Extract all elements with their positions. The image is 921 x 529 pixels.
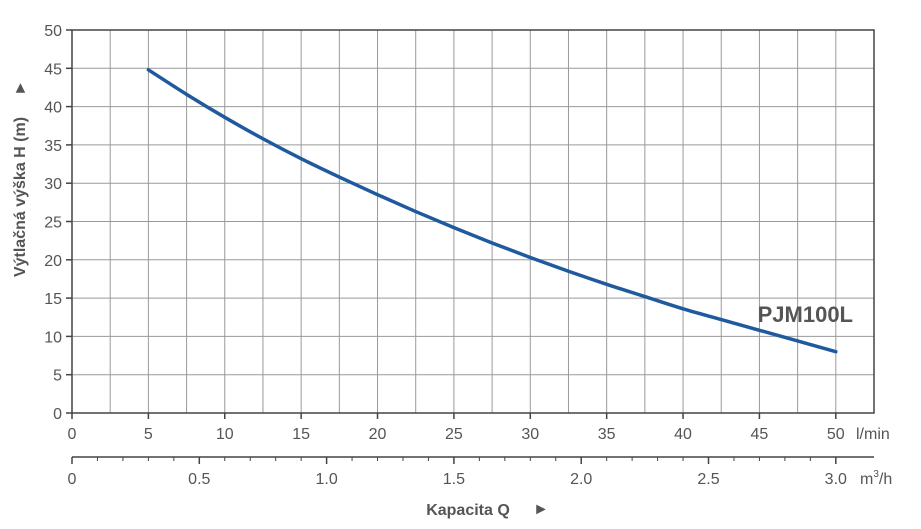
x-axis-title: Kapacita Q ► bbox=[426, 501, 549, 519]
secondary-x-axis: 0 0.5 1.0 1.5 2.0 2.5 3.0 bbox=[68, 456, 874, 488]
x-axis-unit: l/min bbox=[856, 426, 890, 443]
y-tick-label: 15 bbox=[44, 291, 62, 308]
secondary-x-tick-label: 0.5 bbox=[188, 471, 210, 488]
x-tick-label: 40 bbox=[674, 426, 692, 443]
y-tick-label: 30 bbox=[44, 176, 62, 193]
x-tick-label: 50 bbox=[827, 426, 845, 443]
grid bbox=[72, 30, 874, 413]
x-tick-label: 5 bbox=[144, 426, 153, 443]
series-line bbox=[146, 68, 838, 354]
y-axis-title: Výtlačná výška H (m) ► bbox=[12, 80, 29, 277]
y-tick-label: 50 bbox=[44, 23, 62, 40]
secondary-x-tick-label: 1.0 bbox=[315, 471, 337, 488]
x-tick-label: 15 bbox=[292, 426, 310, 443]
y-tick-label: 20 bbox=[44, 253, 62, 270]
x-axis-ticks: 0 5 10 15 20 25 30 35 40 45 50 bbox=[68, 413, 845, 443]
y-tick-label: 25 bbox=[44, 215, 62, 232]
secondary-x-tick-label: 2.5 bbox=[697, 471, 719, 488]
series-layer bbox=[146, 68, 838, 354]
x-tick-label: 10 bbox=[216, 426, 234, 443]
y-axis-title-text: Výtlačná výška H (m) bbox=[12, 117, 29, 277]
x-tick-label: 0 bbox=[68, 426, 77, 443]
x-tick-label: 30 bbox=[521, 426, 539, 443]
secondary-x-tick-label: 1.5 bbox=[443, 471, 465, 488]
y-tick-label: 0 bbox=[53, 406, 62, 423]
x-axis-title-text: Kapacita Q bbox=[426, 502, 510, 519]
x-axis-arrow-icon: ► bbox=[533, 501, 549, 518]
y-axis-arrow-icon: ► bbox=[12, 80, 29, 96]
secondary-x-tick-label: 3.0 bbox=[825, 471, 847, 488]
secondary-x-axis-unit: m3/h bbox=[860, 469, 892, 488]
y-tick-label: 5 bbox=[53, 368, 62, 385]
x-tick-label: 25 bbox=[445, 426, 463, 443]
secondary-x-tick-label: 0 bbox=[68, 471, 77, 488]
y-tick-label: 40 bbox=[44, 100, 62, 117]
y-tick-label: 35 bbox=[44, 138, 62, 155]
x-tick-label: 20 bbox=[369, 426, 387, 443]
y-tick-label: 10 bbox=[44, 329, 62, 346]
x-tick-label: 45 bbox=[751, 426, 769, 443]
y-axis-ticks: 0 5 10 15 20 25 30 35 40 45 50 bbox=[44, 23, 72, 423]
series-label: PJM100L bbox=[758, 302, 853, 327]
x-tick-label: 35 bbox=[598, 426, 616, 443]
secondary-x-tick-label: 2.0 bbox=[570, 471, 592, 488]
y-tick-label: 45 bbox=[44, 61, 62, 78]
